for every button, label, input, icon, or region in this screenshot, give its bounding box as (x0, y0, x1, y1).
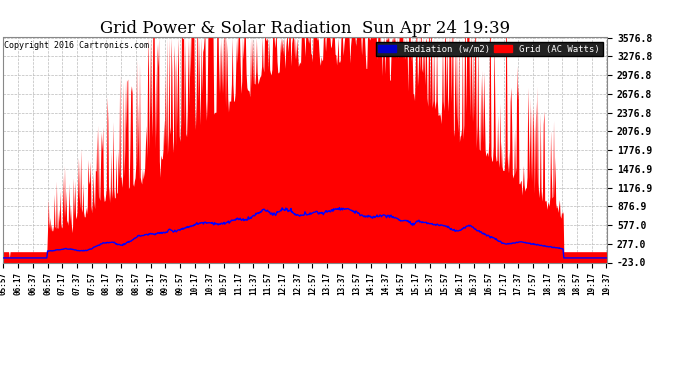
Title: Grid Power & Solar Radiation  Sun Apr 24 19:39: Grid Power & Solar Radiation Sun Apr 24 … (100, 20, 511, 38)
Legend: Radiation (w/m2), Grid (AC Watts): Radiation (w/m2), Grid (AC Watts) (375, 42, 602, 56)
Text: Copyright 2016 Cartronics.com: Copyright 2016 Cartronics.com (4, 41, 149, 50)
